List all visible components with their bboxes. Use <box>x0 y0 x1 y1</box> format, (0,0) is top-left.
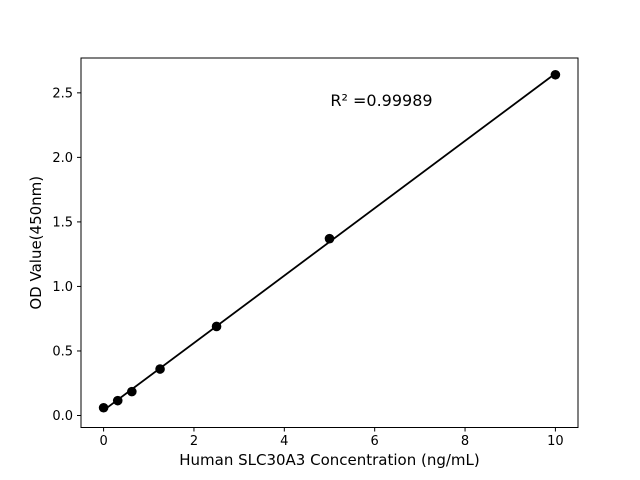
x-tick-label: 4 <box>280 434 288 449</box>
x-tick-label: 2 <box>190 434 198 449</box>
y-tick-label: 1.0 <box>52 280 73 295</box>
data-point <box>211 321 222 332</box>
x-axis-label: Human SLC30A3 Concentration (ng/mL) <box>179 451 480 469</box>
x-tick-label: 10 <box>547 434 564 449</box>
y-tick-label: 2.5 <box>52 86 73 101</box>
r-squared-annotation: R² =0.99989 <box>330 91 432 110</box>
data-point <box>155 364 165 374</box>
x-tick-label: 6 <box>371 434 379 449</box>
y-tick-label: 1.5 <box>52 215 73 230</box>
data-point <box>112 395 123 406</box>
data-point <box>324 233 335 244</box>
y-tick-label: 0.5 <box>52 345 73 360</box>
data-point <box>98 402 109 413</box>
y-tick-label: 2.0 <box>52 151 73 166</box>
x-tick-label: 8 <box>461 434 469 449</box>
data-point <box>127 386 137 397</box>
y-tick-label: 0.0 <box>52 409 73 424</box>
y-axis-label: OD Value(450nm) <box>27 176 45 310</box>
axes-frame <box>80 57 579 428</box>
data-point <box>550 69 561 80</box>
x-tick-label: 0 <box>99 434 107 449</box>
